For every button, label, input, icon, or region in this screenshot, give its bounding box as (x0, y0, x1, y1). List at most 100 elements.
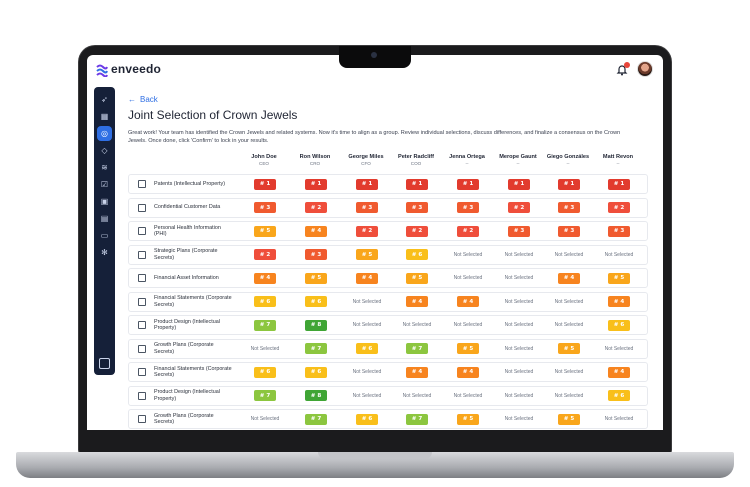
row-checkbox[interactable] (138, 415, 146, 423)
diamond-icon[interactable]: ◇ (101, 146, 108, 155)
rank-badge[interactable]: # 6 (608, 319, 630, 331)
rank-badge[interactable]: # 6 (305, 296, 327, 307)
user-avatar[interactable] (637, 61, 653, 77)
rank-badge[interactable]: # 7 (305, 343, 327, 354)
rank-badge[interactable]: # 1 (558, 178, 580, 190)
rank-badge[interactable]: # 3 (305, 249, 327, 260)
rank-badge[interactable]: # 2 (457, 225, 479, 237)
rank-badge[interactable]: # 2 (254, 249, 276, 260)
rank-badge[interactable]: # 5 (406, 272, 428, 284)
rank-badge[interactable]: # 3 (457, 202, 479, 213)
rocket-icon[interactable]: ➶ (101, 95, 108, 104)
rank-badge[interactable]: # 4 (608, 366, 630, 378)
row-checkbox[interactable] (138, 227, 146, 235)
rank-badge[interactable]: # 8 (305, 390, 327, 401)
rank-badge[interactable]: # 3 (608, 225, 630, 237)
app-name[interactable]: enveedo (111, 62, 162, 76)
rank-badge[interactable]: # 4 (558, 272, 580, 284)
rank-badge[interactable]: # 3 (558, 202, 580, 213)
rank-cell: # 5 (544, 413, 594, 425)
rank-badge[interactable]: # 7 (406, 413, 428, 425)
rank-badge[interactable]: # 2 (305, 202, 327, 213)
rank-badge[interactable]: # 4 (608, 296, 630, 307)
rank-badge[interactable]: # 2 (356, 225, 378, 237)
rank-badge[interactable]: # 8 (305, 319, 327, 331)
rank-badge[interactable]: # 1 (406, 178, 428, 190)
rank-badge[interactable]: # 1 (254, 178, 276, 190)
rank-badge[interactable]: # 5 (457, 343, 479, 354)
rank-badge[interactable]: # 5 (457, 413, 479, 425)
row-checkbox[interactable] (138, 368, 146, 376)
rank-badge[interactable]: # 7 (305, 413, 327, 425)
back-link[interactable]: ← Back (128, 95, 158, 104)
row-checkbox[interactable] (138, 274, 146, 282)
rank-badge[interactable]: # 4 (457, 366, 479, 378)
rank-badge[interactable]: # 5 (558, 413, 580, 425)
briefcase-icon[interactable]: ▣ (100, 197, 109, 206)
row-checkbox[interactable] (138, 250, 146, 259)
report-icon[interactable]: ▤ (100, 214, 109, 223)
rank-cell: # 3 (291, 249, 341, 261)
back-label: Back (140, 95, 158, 104)
rank-badge[interactable]: # 5 (254, 225, 276, 237)
rank-badge[interactable]: # 6 (356, 343, 378, 354)
row-label: Growth Plans (Corporate Secrets) (154, 342, 214, 355)
not-selected-text: Not Selected (504, 275, 534, 281)
rank-badge[interactable]: # 3 (406, 202, 428, 213)
rank-badge[interactable]: # 6 (356, 413, 378, 425)
rank-badge[interactable]: # 2 (608, 202, 630, 213)
rank-badge[interactable]: # 4 (254, 272, 276, 284)
target-icon[interactable]: ◎ (97, 126, 112, 141)
rank-badge[interactable]: # 4 (406, 366, 428, 378)
row-checkbox[interactable] (138, 180, 146, 188)
rank-badge[interactable]: # 5 (305, 272, 327, 284)
rank-badge[interactable]: # 3 (558, 225, 580, 237)
rank-badge[interactable]: # 4 (305, 225, 327, 237)
rank-badge[interactable]: # 2 (406, 225, 428, 237)
rank-cell: Not Selected (494, 296, 544, 308)
rank-badge[interactable]: # 7 (406, 343, 428, 354)
rank-badge[interactable]: # 1 (457, 178, 479, 190)
not-selected-text: Not Selected (504, 369, 534, 375)
check-square-icon[interactable]: ☑ (100, 180, 109, 189)
rank-badge[interactable]: # 4 (457, 296, 479, 307)
rank-badge[interactable]: # 1 (608, 178, 630, 190)
rank-badge[interactable]: # 3 (356, 202, 378, 213)
layers-icon[interactable]: ≋ (101, 163, 108, 172)
settings-icon[interactable]: ✻ (101, 248, 108, 257)
rank-badge[interactable]: # 5 (558, 343, 580, 354)
rank-cell: # 6 (291, 366, 341, 378)
rank-badge[interactable]: # 3 (508, 225, 530, 237)
rank-cell: # 5 (392, 272, 442, 284)
rank-badge[interactable]: # 6 (608, 390, 630, 401)
bell-icon[interactable] (616, 64, 628, 76)
rank-cell: # 3 (544, 202, 594, 214)
not-selected-text: Not Selected (453, 392, 483, 399)
row-checkbox[interactable] (138, 391, 146, 400)
rank-badge[interactable]: # 1 (356, 178, 378, 190)
rank-badge[interactable]: # 4 (406, 296, 428, 307)
rank-badge[interactable]: # 1 (305, 178, 327, 190)
grid-icon[interactable]: ▦ (100, 112, 109, 121)
row-checkbox[interactable] (138, 297, 146, 306)
rank-badge[interactable]: # 6 (254, 366, 276, 378)
rank-badge[interactable]: # 6 (305, 366, 327, 378)
rank-badge[interactable]: # 7 (254, 390, 276, 401)
rank-badge[interactable]: # 1 (508, 178, 530, 190)
rank-badge[interactable]: # 3 (254, 202, 276, 213)
rank-badge[interactable]: # 5 (356, 249, 378, 260)
enveedo-logo-icon[interactable] (95, 63, 109, 77)
not-selected-text: Not Selected (352, 392, 382, 399)
rank-badge[interactable]: # 5 (608, 272, 630, 284)
rank-badge[interactable]: # 4 (356, 272, 378, 284)
row-checkbox[interactable] (138, 344, 146, 353)
collapse-icon[interactable] (99, 358, 110, 369)
rank-badge[interactable]: # 7 (254, 319, 276, 331)
row-checkbox[interactable] (138, 203, 146, 212)
calendar-icon[interactable]: ▭ (100, 231, 109, 240)
arrow-left-icon: ← (128, 95, 136, 104)
rank-badge[interactable]: # 6 (406, 249, 428, 260)
rank-badge[interactable]: # 6 (254, 296, 276, 307)
rank-badge[interactable]: # 2 (508, 202, 530, 213)
row-checkbox[interactable] (138, 321, 146, 329)
